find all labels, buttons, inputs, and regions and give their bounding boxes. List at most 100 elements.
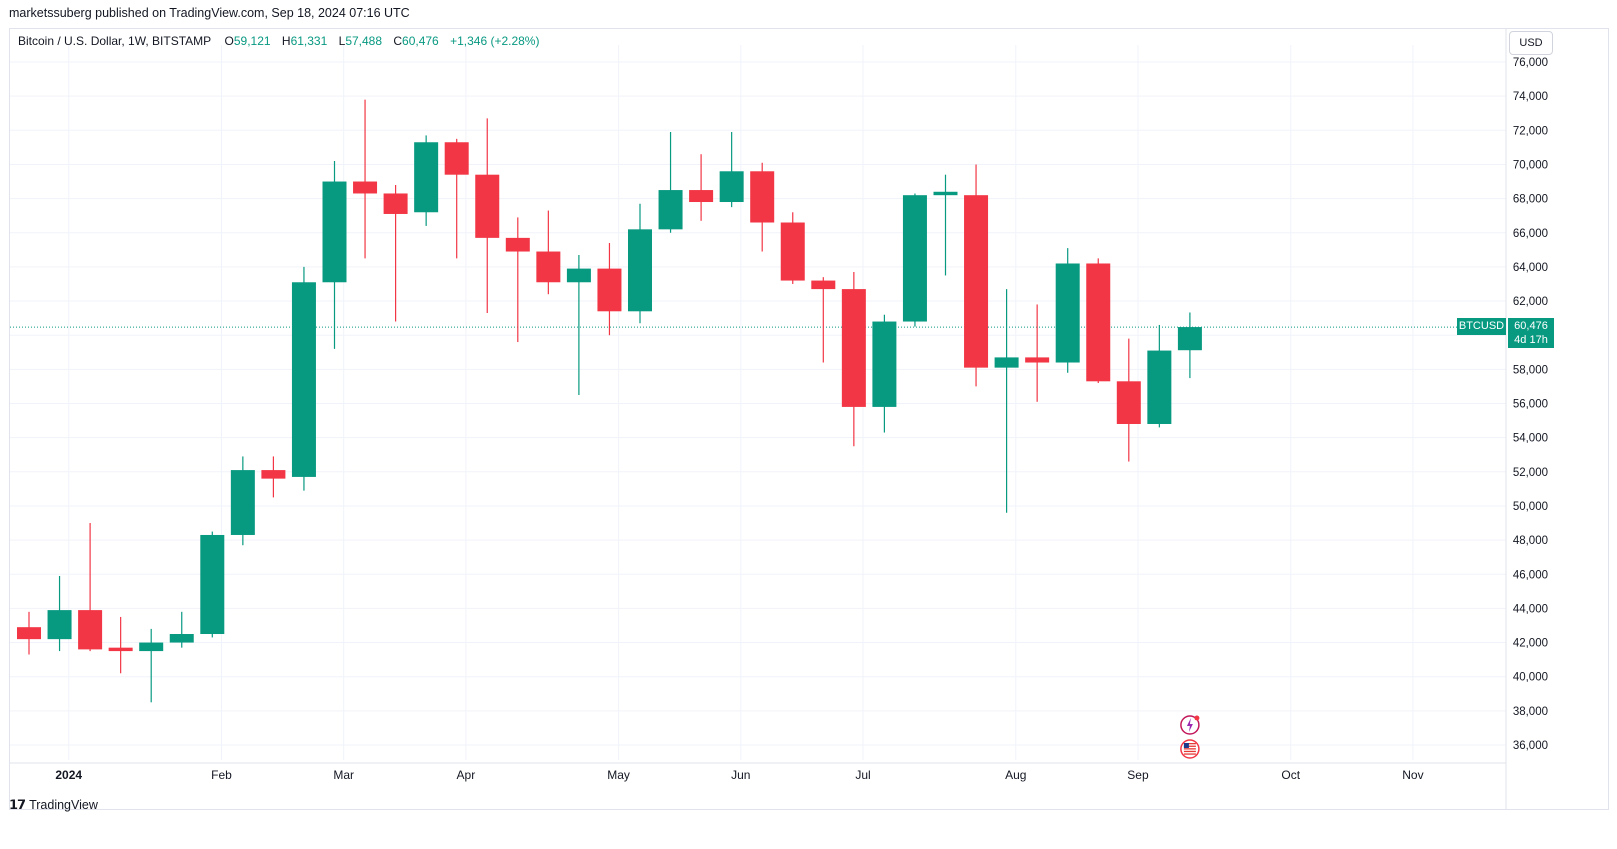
candle-up[interactable] (139, 642, 164, 652)
candle-up[interactable] (933, 191, 958, 196)
time-axis[interactable]: 2024 Feb Mar Apr May Jun Jul Aug Sep Oct Nov (9, 762, 1506, 782)
time-tick-label: Jul (855, 768, 870, 782)
time-tick-label: Feb (211, 768, 232, 782)
candle-down[interactable] (1116, 381, 1141, 424)
tradingview-logo-icon[interactable]: 𝟭𝟳 (9, 797, 26, 812)
candles (17, 99, 1202, 703)
close-label: C (393, 34, 403, 48)
time-tick-label: Mar (333, 768, 354, 782)
open-value: 59,121 (233, 34, 271, 48)
price-tick-label: 70,000 (1513, 159, 1548, 171)
time-tick-label: Apr (457, 768, 476, 782)
candle-down[interactable] (475, 174, 500, 238)
candle-up[interactable] (1055, 263, 1080, 363)
price-tick-label: 58,000 (1513, 364, 1548, 376)
open-label: O (224, 34, 234, 48)
price-tick-label: 72,000 (1513, 125, 1548, 137)
price-tick-label: 36,000 (1513, 740, 1548, 752)
price-tick-label: 48,000 (1513, 535, 1548, 547)
event-markers[interactable] (1180, 715, 1200, 759)
candle-up[interactable] (47, 610, 72, 640)
candle-down[interactable] (353, 181, 378, 194)
candle-down[interactable] (261, 470, 286, 479)
price-tick-label: 44,000 (1513, 603, 1548, 615)
candle-down[interactable] (444, 142, 469, 175)
price-tick-label: 40,000 (1513, 672, 1548, 684)
candle-down[interactable] (383, 193, 408, 214)
price-tick-label: 50,000 (1513, 501, 1548, 513)
time-tick-label: Jun (731, 768, 750, 782)
candle-down[interactable] (780, 222, 805, 281)
price-tick-label: 46,000 (1513, 569, 1548, 581)
candle-up[interactable] (1177, 327, 1202, 351)
candle-up[interactable] (902, 195, 927, 322)
candle-up[interactable] (872, 321, 897, 407)
price-axis[interactable]: 36,000 38,000 40,000 42,000 44,000 46,000 48,0… (1505, 28, 1548, 810)
candle-down[interactable] (1025, 357, 1050, 363)
candle-up[interactable] (230, 470, 255, 535)
close-value: 60,476 (402, 34, 439, 48)
candle-down[interactable] (750, 171, 775, 223)
last-price-tag: 60,476 4d 17h (1508, 318, 1554, 348)
symbol-legend: Bitcoin / U.S. Dollar, 1W, BITSTAMP O59,… (18, 34, 539, 48)
candle-down[interactable] (78, 610, 103, 650)
lightning-bolt-glyph (1186, 718, 1193, 732)
flag-stripe (1183, 743, 1196, 745)
candle-up[interactable] (719, 171, 744, 203)
candle-down[interactable] (841, 289, 866, 407)
candle-up[interactable] (200, 534, 225, 635)
candle-down[interactable] (505, 237, 530, 252)
candle-up[interactable] (566, 268, 591, 283)
price-tick-label: 64,000 (1513, 262, 1548, 274)
price-tick-label: 68,000 (1513, 194, 1548, 206)
candle-down[interactable] (1086, 263, 1111, 382)
chart-frame (9, 28, 1609, 810)
tradingview-logo-text[interactable]: TradingView (29, 798, 98, 812)
price-tick-label: 62,000 (1513, 296, 1548, 308)
last-price-symbol-tag: BTCUSD (1457, 318, 1506, 335)
currency-button[interactable]: USD (1509, 31, 1553, 55)
candle-up[interactable] (322, 181, 347, 283)
time-tick-label: 2024 (55, 768, 82, 782)
time-tick-label: May (607, 768, 630, 782)
candle-down[interactable] (17, 627, 41, 640)
flag-canton (1183, 743, 1189, 748)
time-tick-label: Sep (1127, 768, 1149, 782)
price-tick-label: 42,000 (1513, 638, 1548, 650)
candle-down[interactable] (964, 195, 989, 368)
high-label: H (281, 34, 291, 48)
low-label: L (338, 34, 346, 48)
publish-info: marketssuberg published on TradingView.c… (9, 6, 410, 20)
grid-lines (10, 45, 1506, 760)
candle-down[interactable] (108, 647, 133, 652)
symbol-description[interactable]: Bitcoin / U.S. Dollar, 1W, BITSTAMP (18, 34, 212, 48)
candle-up[interactable] (1147, 350, 1172, 424)
candle-down[interactable] (597, 268, 622, 312)
price-tick-label: 66,000 (1513, 228, 1548, 240)
low-value: 57,488 (345, 34, 383, 48)
candle-down[interactable] (811, 280, 836, 290)
price-tick-label: 38,000 (1513, 706, 1548, 718)
change-value: +1,346 (+2.28%) (450, 34, 540, 48)
time-tick-label: Nov (1402, 768, 1423, 782)
high-value: 61,331 (290, 34, 328, 48)
last-price-value: 60,476 (1514, 320, 1548, 332)
candle-up[interactable] (628, 229, 652, 312)
flag-stripe (1183, 753, 1196, 755)
price-tick-label: 74,000 (1513, 91, 1548, 103)
candle-up[interactable] (658, 190, 683, 230)
candle-down[interactable] (689, 190, 714, 203)
candle-up[interactable] (169, 634, 194, 643)
candle-up[interactable] (291, 282, 316, 477)
flag-stripe (1183, 748, 1196, 750)
flag-stripe (1183, 745, 1196, 747)
price-tick-label: 54,000 (1513, 433, 1548, 445)
bar-countdown: 4d 17h (1514, 334, 1548, 346)
flag-stripe (1183, 750, 1196, 753)
candle-up[interactable] (414, 142, 439, 213)
price-tick-label: 52,000 (1513, 467, 1548, 479)
candle-down[interactable] (536, 251, 561, 283)
candle-up[interactable] (994, 357, 1019, 368)
price-tick-label: 56,000 (1513, 399, 1548, 411)
